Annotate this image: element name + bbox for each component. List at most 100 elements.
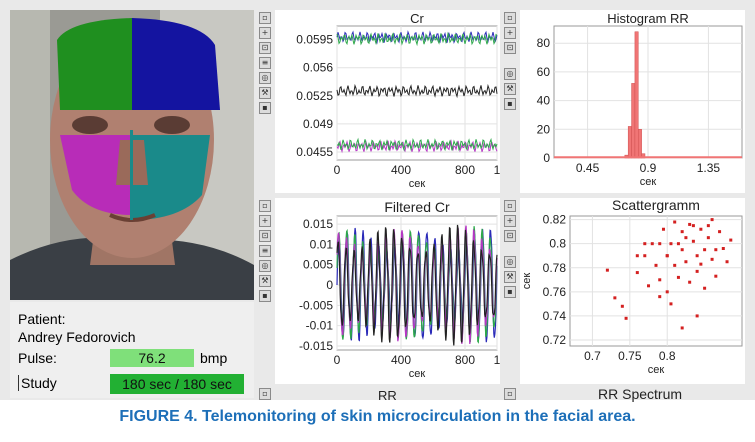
filtered-toolbar: ▫ + ⊡ ≡ ◎ ⚒ ▪ <box>259 200 273 305</box>
y-tick-label: 0.72 <box>543 333 567 347</box>
scatter-point <box>688 280 692 284</box>
scatter-point <box>695 254 699 258</box>
scatter-point <box>635 254 639 258</box>
scatter-point <box>706 236 710 240</box>
pulse-value: 76.2 <box>110 349 194 367</box>
scatter-point <box>635 271 639 275</box>
x-axis-label: сек <box>648 364 665 376</box>
rr-toolbar: ▫ <box>259 388 273 403</box>
y-tick-label: 40 <box>537 94 551 108</box>
zoom-icon[interactable]: ⊡ <box>259 42 271 54</box>
target-icon[interactable]: ◎ <box>259 260 271 272</box>
scatter-point <box>684 236 688 240</box>
target-icon[interactable]: ◎ <box>504 256 516 268</box>
face-segmentation-image <box>10 10 254 300</box>
plot-area-frame <box>569 215 743 347</box>
scatter-point <box>688 222 692 226</box>
scatter-point <box>695 314 699 318</box>
zoom-icon[interactable]: ⊡ <box>259 230 271 242</box>
scatter-point <box>643 254 647 258</box>
y-tick-label: -0.01 <box>306 319 334 333</box>
x-tick-label: 1 <box>494 163 500 177</box>
pulse-unit: bmp <box>200 350 228 366</box>
study-progress: 180 sec / 180 sec <box>110 374 244 394</box>
scatter-toolbar: ▫ + ⊡ ◎ ⚒ ▪ <box>504 200 518 301</box>
scatter-point <box>718 230 722 234</box>
x-tick-label: 800 <box>455 163 475 177</box>
rr-spectrum-panel-title: RR Spectrum <box>598 386 683 402</box>
grid-icon[interactable]: + <box>259 215 271 227</box>
scatter-point <box>703 286 707 290</box>
y-tick-label: 0.01 <box>310 237 334 251</box>
target-icon[interactable]: ◎ <box>504 68 516 80</box>
y-tick-label: 0 <box>543 151 550 165</box>
y-tick-label: -0.015 <box>299 339 333 353</box>
scatter-chart: Scattergramm 0.82 0.8 0.78 0.76 0.74 0.72 0.7 0.… <box>521 197 743 376</box>
y-axis-label: сек <box>521 273 533 290</box>
cr-chart-panel: Cr 0.0595 0.056 0.0525 0.049 0.0455 0 400 800 1 се… <box>275 10 501 193</box>
scatter-point <box>654 263 658 267</box>
histogram-chart: Histogram RR 80 60 40 20 0 0.45 0.9 1.35 сек <box>537 11 743 188</box>
target-icon[interactable]: ◎ <box>259 72 271 84</box>
y-tick-label: 0.76 <box>543 285 567 299</box>
save-icon[interactable]: ▫ <box>504 200 516 212</box>
scatter-point <box>710 218 714 222</box>
figure-caption: FIGURE 4. Telemonitoring of skin microci… <box>119 408 636 425</box>
wrench-icon[interactable]: ⚒ <box>259 87 271 99</box>
wrench-icon[interactable]: ⚒ <box>504 271 516 283</box>
scatter-point <box>650 242 654 246</box>
scatter-point <box>721 247 725 250</box>
scatter-point <box>706 224 710 228</box>
y-tick-label: 0.049 <box>303 117 333 131</box>
patient-label: Patient: <box>18 311 66 327</box>
save-icon[interactable]: ▫ <box>259 388 271 400</box>
zoom-icon[interactable]: ⊡ <box>504 42 516 54</box>
series-line <box>336 31 498 47</box>
save-icon[interactable]: ▫ <box>504 12 516 24</box>
filtered-cr-chart-panel: Filtered Cr 0.015 0.01 0.005 0 -0.005 -0.01 -0.… <box>275 198 501 384</box>
y-tick-label: 0.005 <box>303 258 333 272</box>
patient-name: Andrey Fedorovich <box>18 329 136 345</box>
study-label: Study <box>18 375 57 391</box>
save-icon[interactable]: ▫ <box>259 200 271 212</box>
wrench-icon[interactable]: ⚒ <box>504 83 516 95</box>
scatter-point <box>710 257 714 261</box>
x-tick-label: 0 <box>334 353 341 367</box>
scatter-point <box>684 260 688 264</box>
x-tick-label: 0.75 <box>618 349 642 363</box>
x-tick-label: 0.7 <box>584 349 601 363</box>
disk-icon[interactable]: ▪ <box>504 286 516 298</box>
scatter-point <box>624 316 628 320</box>
disk-icon[interactable]: ▪ <box>504 98 516 110</box>
scatter-point <box>703 248 707 252</box>
x-axis-label: сек <box>640 176 657 188</box>
disk-icon[interactable]: ▪ <box>259 102 271 114</box>
save-icon[interactable]: ▫ <box>504 388 516 400</box>
chart-title: Cr <box>410 11 424 26</box>
scatter-point <box>714 274 718 278</box>
scatter-point <box>665 290 669 294</box>
x-tick-label: 1 <box>494 353 500 367</box>
wrench-icon[interactable]: ⚒ <box>259 275 271 287</box>
scatter-point <box>680 230 684 234</box>
grid-icon[interactable]: + <box>259 27 271 39</box>
x-tick-label: 800 <box>455 353 475 367</box>
histogram-bar <box>627 126 632 159</box>
legend-icon[interactable]: ≡ <box>259 245 271 257</box>
series-line <box>336 83 498 99</box>
x-axis-label: сек <box>409 178 426 190</box>
scatter-point <box>658 242 662 246</box>
scatter-point <box>691 224 695 228</box>
disk-icon[interactable]: ▪ <box>259 290 271 302</box>
grid-icon[interactable]: + <box>504 215 516 227</box>
y-tick-label: 0 <box>326 278 333 292</box>
y-tick-label: 0.015 <box>303 217 333 231</box>
legend-icon[interactable]: ≡ <box>259 57 271 69</box>
grid-icon[interactable]: + <box>504 27 516 39</box>
y-tick-label: 0.0455 <box>296 145 333 159</box>
rr-spectrum-toolbar: ▫ <box>504 388 518 403</box>
save-icon[interactable]: ▫ <box>259 12 271 24</box>
scatter-point <box>613 296 617 300</box>
zoom-icon[interactable]: ⊡ <box>504 230 516 242</box>
